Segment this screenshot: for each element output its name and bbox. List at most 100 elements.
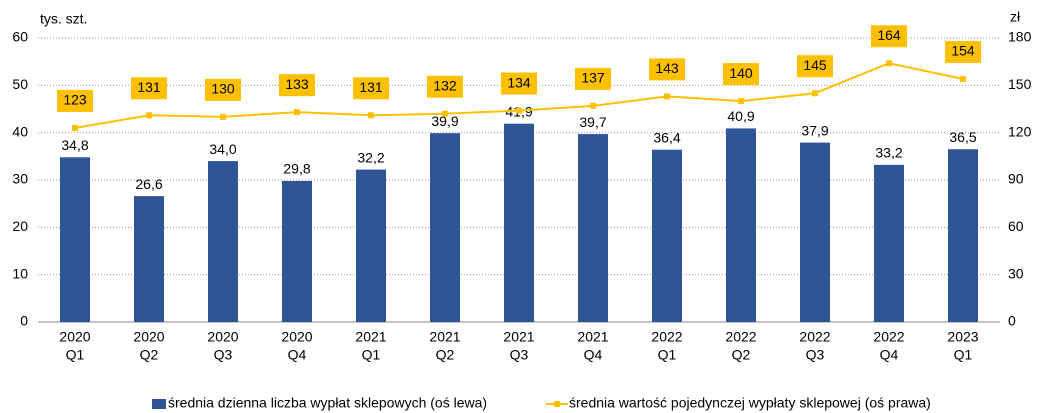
x-tick-label: Q2	[732, 347, 751, 363]
line-marker	[368, 112, 374, 119]
line-marker	[590, 102, 596, 109]
legend-swatch	[152, 399, 166, 409]
y-tick-label: 0	[20, 313, 28, 329]
bar	[430, 133, 460, 322]
x-tick-label: Q1	[66, 347, 85, 363]
line-label: 154	[951, 43, 975, 59]
y2-axis-label: zł	[1010, 9, 1021, 25]
line-label: 131	[137, 79, 161, 95]
line-label: 134	[507, 74, 531, 90]
line-marker	[738, 98, 744, 105]
x-tick-label: 2020	[133, 329, 164, 345]
bar-label: 40,9	[727, 108, 754, 124]
label-box	[279, 74, 315, 97]
line-marker	[664, 93, 670, 100]
bar-label: 29,8	[283, 161, 310, 177]
bar-label: 33,2	[875, 145, 902, 161]
x-tick-label: 2020	[59, 329, 90, 345]
line-label: 143	[655, 60, 679, 76]
bar-label: 26,6	[135, 176, 162, 192]
x-tick-label: 2022	[873, 329, 904, 345]
line-label: 137	[581, 70, 605, 86]
bar-label: 34,8	[61, 137, 88, 153]
line-marker	[516, 107, 522, 114]
x-tick-label: 2022	[799, 329, 830, 345]
bar-label: 36,5	[949, 129, 976, 145]
line-label: 133	[285, 76, 309, 92]
label-box	[575, 67, 611, 90]
x-tick-label: Q4	[584, 347, 603, 363]
line-label: 123	[63, 92, 87, 108]
bar	[60, 157, 90, 322]
bar-label: 37,9	[801, 122, 828, 138]
x-tick-label: 2021	[429, 329, 460, 345]
bar	[208, 161, 238, 322]
label-box	[353, 77, 389, 100]
y-tick-label: 20	[12, 218, 28, 234]
label-box	[797, 55, 833, 78]
y2-tick-label: 180	[1008, 29, 1032, 45]
line-marker	[294, 109, 300, 116]
y-axis-label: tys. szt.	[40, 11, 87, 27]
x-tick-label: 2021	[503, 329, 534, 345]
label-box	[723, 63, 759, 86]
bar-label: 39,9	[431, 113, 458, 129]
bar	[800, 142, 830, 322]
x-tick-label: 2020	[207, 329, 238, 345]
y2-tick-label: 90	[1008, 171, 1024, 187]
label-box	[131, 77, 167, 100]
x-tick-label: Q1	[658, 347, 677, 363]
bar	[726, 128, 756, 322]
line-marker	[886, 60, 892, 67]
bar	[948, 149, 978, 322]
x-tick-label: 2021	[355, 329, 386, 345]
x-tick-label: Q3	[214, 347, 233, 363]
legend-swatch	[554, 401, 560, 407]
line-marker	[220, 113, 226, 120]
label-box	[649, 58, 685, 81]
legend-label: średnia dzienna liczba wypłat sklepowych…	[168, 395, 487, 411]
x-tick-label: Q1	[954, 347, 973, 363]
x-tick-label: 2022	[725, 329, 756, 345]
y-tick-label: 60	[12, 29, 28, 45]
label-box	[871, 25, 907, 48]
line-marker	[72, 124, 78, 131]
line-label: 132	[433, 77, 457, 93]
line-label: 130	[211, 81, 235, 97]
y-tick-label: 30	[12, 171, 28, 187]
line-marker	[146, 112, 152, 119]
x-tick-label: 2020	[281, 329, 312, 345]
bar	[134, 196, 164, 322]
bar-label: 39,7	[579, 114, 606, 130]
y2-tick-label: 120	[1008, 123, 1032, 139]
line-marker	[812, 90, 818, 97]
y-tick-label: 40	[12, 123, 28, 139]
line-marker	[442, 110, 448, 117]
x-tick-label: 2022	[651, 329, 682, 345]
x-tick-label: Q2	[436, 347, 455, 363]
x-tick-label: Q4	[880, 347, 899, 363]
y-tick-label: 10	[12, 265, 28, 281]
bar	[652, 149, 682, 322]
label-box	[501, 72, 537, 95]
bar	[504, 123, 534, 322]
x-tick-label: Q4	[288, 347, 307, 363]
x-tick-label: 2021	[577, 329, 608, 345]
line-label: 140	[729, 65, 753, 81]
y2-tick-label: 0	[1008, 313, 1016, 329]
y2-tick-label: 30	[1008, 265, 1024, 281]
label-box	[205, 78, 241, 101]
bar	[578, 134, 608, 322]
y2-tick-label: 60	[1008, 218, 1024, 234]
bar-label: 36,4	[653, 129, 680, 145]
x-tick-label: Q1	[362, 347, 381, 363]
label-box	[427, 75, 463, 98]
line-label: 164	[877, 27, 901, 43]
line-label: 131	[359, 79, 383, 95]
x-tick-label: Q3	[806, 347, 825, 363]
line-label: 145	[803, 57, 827, 73]
x-tick-label: Q3	[510, 347, 529, 363]
bar	[874, 164, 904, 322]
line-marker	[960, 76, 966, 83]
